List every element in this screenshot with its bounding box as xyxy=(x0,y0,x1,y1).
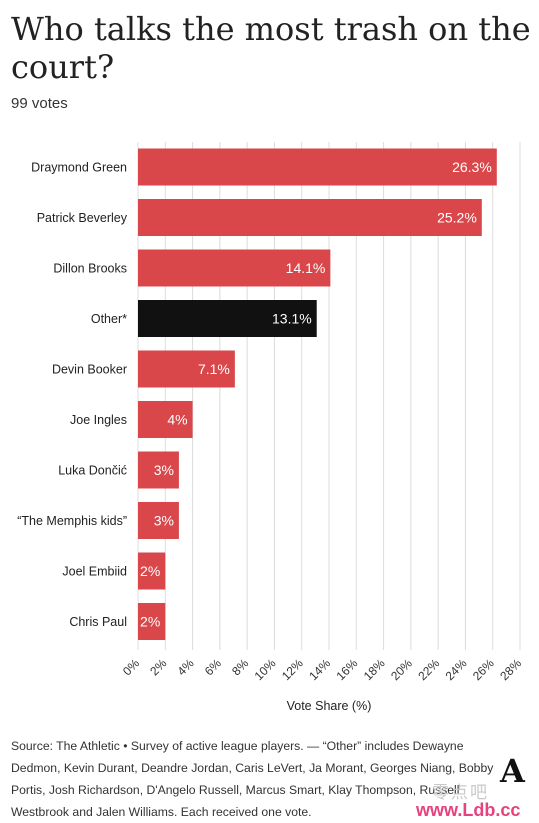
x-tick-label: 22% xyxy=(415,656,442,683)
watermark-text: 零点吧 xyxy=(432,783,489,803)
bar xyxy=(138,300,317,337)
bar xyxy=(138,401,193,438)
value-label: 2% xyxy=(140,614,160,630)
value-label: 13.1% xyxy=(272,311,312,327)
x-tick-label: 16% xyxy=(334,656,361,683)
bar xyxy=(138,502,179,539)
x-tick-label: 2% xyxy=(147,656,169,678)
bar-chart: Draymond Green 26.3% Patrick Beverley 25.2%… xyxy=(17,142,524,713)
value-label: 14.1% xyxy=(286,260,326,276)
x-tick-label: 6% xyxy=(202,656,224,678)
value-label: 7.1% xyxy=(198,361,230,377)
vote-count: 99 votes xyxy=(11,95,68,112)
athletic-logo: A xyxy=(500,752,525,790)
bar xyxy=(138,148,497,186)
category-label: “The Memphis kids” xyxy=(17,514,127,528)
x-tick-label: 20% xyxy=(388,656,415,683)
value-label: 25.2% xyxy=(437,210,477,226)
category-label: Joe Ingles xyxy=(70,413,127,427)
bar xyxy=(138,552,166,590)
bar xyxy=(138,603,166,640)
x-tick-label: 4% xyxy=(175,656,197,678)
source-footnote: Source: The Athletic • Survey of active … xyxy=(11,739,494,819)
bar xyxy=(138,199,482,236)
x-tick-label: 26% xyxy=(470,656,497,683)
value-label: 2% xyxy=(140,563,160,579)
bar xyxy=(138,249,331,287)
x-tick-label: 0% xyxy=(120,656,142,678)
x-tick-label: 14% xyxy=(306,656,333,683)
category-label: Patrick Beverley xyxy=(37,211,128,225)
category-label: Draymond Green xyxy=(31,161,127,175)
category-label: Joel Embiid xyxy=(62,565,127,579)
x-tick-label: 18% xyxy=(361,656,388,683)
category-label: Devin Booker xyxy=(52,363,127,377)
value-label: 4% xyxy=(167,412,187,428)
value-label: 3% xyxy=(154,513,174,529)
x-tick-label: 24% xyxy=(443,656,470,683)
category-label: Chris Paul xyxy=(69,615,127,629)
x-tick-label: 8% xyxy=(229,656,251,678)
bar xyxy=(138,350,235,388)
category-label: Luka Dončić xyxy=(58,464,127,478)
category-label: Other* xyxy=(91,312,127,326)
x-tick-label: 12% xyxy=(279,656,306,683)
value-label: 3% xyxy=(154,462,174,478)
x-tick-label: 28% xyxy=(497,656,524,683)
category-label: Dillon Brooks xyxy=(53,262,127,276)
bar xyxy=(138,451,179,489)
value-label: 26.3% xyxy=(452,159,492,175)
chart-title: Who talks the most trash on the court? xyxy=(11,10,531,86)
watermark-url: www.Ldb.cc xyxy=(416,800,521,820)
x-tick-label: 10% xyxy=(252,656,279,683)
x-axis-label: Vote Share (%) xyxy=(287,699,372,713)
